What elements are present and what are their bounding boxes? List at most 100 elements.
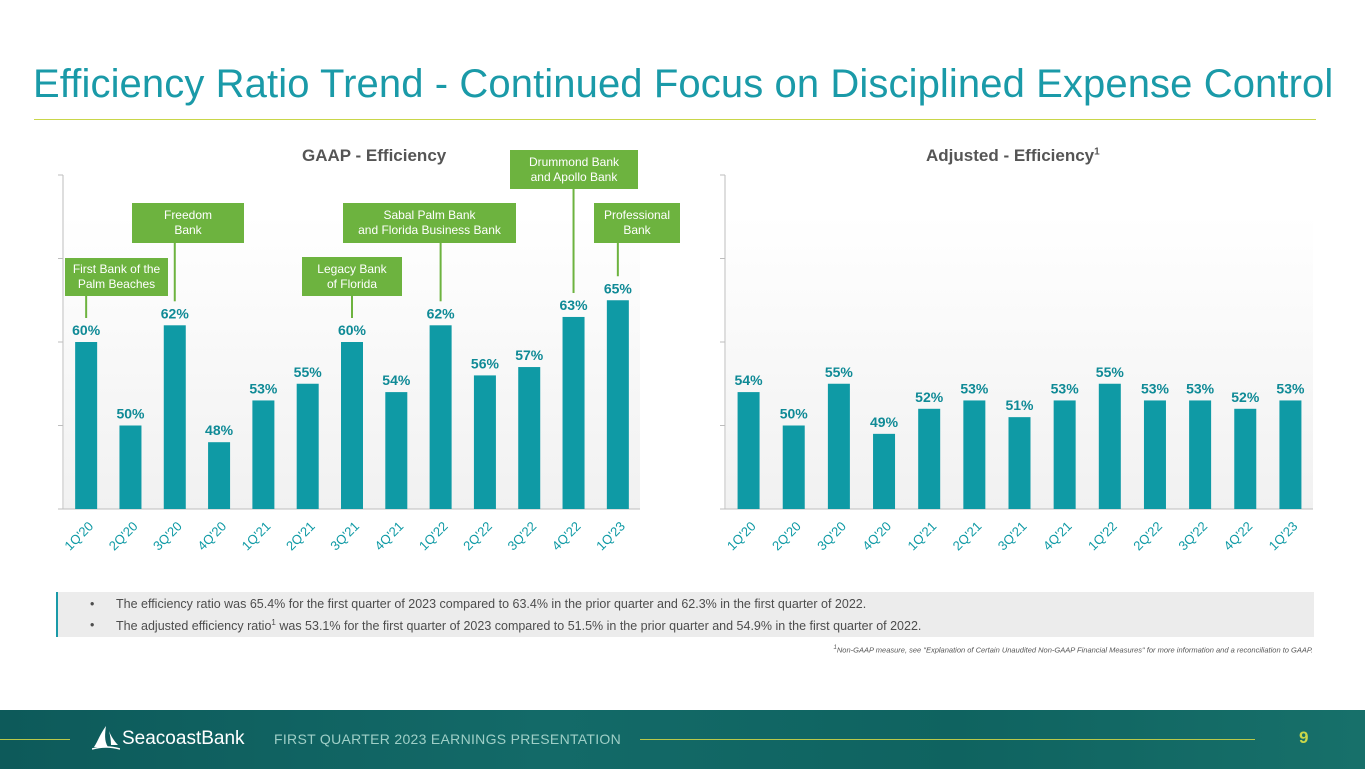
acquisition-label-line: Bank	[623, 223, 651, 237]
adjusted-data-label: 53%	[1051, 380, 1080, 396]
adjusted-data-label: 52%	[1231, 389, 1260, 405]
gaap-data-label: 65%	[604, 280, 633, 296]
adjusted-chart-title-text: Adjusted - Efficiency	[926, 146, 1095, 165]
gaap-category-label: 3Q'22	[504, 519, 539, 554]
gaap-data-label: 50%	[116, 406, 145, 422]
efficiency-charts: 60% 1Q'20 50% 2Q'20 62% 3Q'20 48% 4Q'20 53% 1Q'21…	[58, 174, 1313, 554]
acquisition-label: Freedom Bank	[132, 203, 244, 243]
gaap-category-label: 1Q'21	[239, 519, 274, 554]
commentary-text: The efficiency ratio was 65.4% for the f…	[116, 597, 867, 611]
gaap-category-label: 2Q'21	[283, 519, 318, 554]
adjusted-category-label: 1Q'20	[724, 519, 759, 554]
gaap-category-label: 1Q'22	[416, 519, 451, 554]
adjusted-bar	[1053, 400, 1076, 509]
adjusted-data-label: 50%	[780, 406, 809, 422]
adjusted-bar	[737, 392, 760, 509]
adjusted-category-label: 2Q'22	[1130, 519, 1165, 554]
gaap-bar	[562, 316, 585, 509]
gaap-data-label: 55%	[294, 364, 323, 380]
gaap-data-label: 60%	[72, 322, 101, 338]
adjusted-data-label: 54%	[735, 372, 764, 388]
gaap-data-label: 62%	[161, 305, 190, 321]
gaap-data-label: 48%	[205, 422, 234, 438]
commentary-text: The adjusted efficiency ratio1 was 53.1%…	[116, 618, 921, 633]
adjusted-bar	[1234, 408, 1257, 509]
adjusted-data-label: 55%	[825, 364, 854, 380]
adjusted-category-label: 1Q'23	[1266, 519, 1301, 554]
brand-name: SeacoastBank	[122, 728, 245, 749]
bullet-marker: •	[90, 597, 95, 611]
gaap-data-label: 62%	[427, 305, 456, 321]
footer-rule-left	[0, 739, 70, 740]
sail-logo-icon	[91, 726, 121, 750]
gaap-category-label: 1Q'23	[593, 519, 628, 554]
adjusted-data-label: 53%	[1141, 380, 1170, 396]
commentary-text-start: The adjusted efficiency ratio	[116, 619, 272, 634]
gaap-category-label: 2Q'20	[106, 519, 141, 554]
adjusted-category-label: 1Q'21	[904, 519, 939, 554]
acquisition-label-text: Professional Bank	[604, 208, 670, 238]
adjusted-category-label: 3Q'22	[1175, 519, 1210, 554]
adjusted-bar	[918, 408, 941, 509]
gaap-chart-title: GAAP - Efficiency	[302, 146, 447, 165]
adjusted-category-label: 4Q'20	[859, 519, 894, 554]
gaap-bar	[75, 342, 98, 509]
adjusted-data-label: 52%	[915, 389, 944, 405]
acquisition-label: First Bank of the Palm Beaches	[65, 258, 168, 296]
adjusted-category-label: 3Q'21	[995, 519, 1030, 554]
adjusted-data-label: 53%	[1276, 380, 1305, 396]
gaap-bar	[252, 400, 275, 509]
adjusted-chart-title: Adjusted - Efficiency1	[926, 146, 1100, 166]
gaap-data-label: 56%	[471, 355, 500, 371]
gaap-data-label: 54%	[382, 372, 411, 388]
gaap-bar	[296, 383, 319, 509]
gaap-category-label: 4Q'22	[549, 519, 584, 554]
gaap-category-label: 3Q'21	[327, 519, 362, 554]
seacoast-logo: SeacoastBank	[91, 725, 245, 757]
adjusted-bar	[1098, 383, 1121, 509]
gaap-bar	[606, 300, 629, 509]
gaap-bar	[163, 325, 186, 509]
acquisition-label: Sabal Palm Bank and Florida Business Bank	[343, 203, 516, 243]
title-divider	[34, 119, 1316, 120]
gaap-bar	[119, 425, 142, 509]
commentary-superscript: 1	[271, 618, 276, 627]
gaap-bar	[341, 342, 363, 509]
gaap-category-label: 4Q'21	[372, 519, 407, 554]
adjusted-data-label: 53%	[960, 380, 989, 396]
acquisition-label-text: Sabal Palm Bank and Florida Business Bank	[358, 208, 501, 238]
gaap-bar	[208, 442, 231, 509]
acquisition-label-line: Legacy Bank	[317, 261, 387, 276]
adjusted-data-label: 55%	[1096, 364, 1125, 380]
acquisition-label-line: Bank	[174, 223, 202, 237]
gaap-bar	[429, 325, 452, 509]
footer-rule-right	[640, 739, 1255, 740]
acquisition-label-line: Professional	[603, 208, 671, 222]
acquisition-label-line: Sabal Palm Bank	[383, 208, 476, 222]
acquisition-label-line: Freedom	[163, 208, 213, 222]
gaap-bar	[385, 392, 408, 509]
acquisition-label-line: of Florida	[326, 276, 377, 291]
gaap-data-label: 53%	[249, 380, 278, 396]
adjusted-bar	[1279, 400, 1302, 509]
adjusted-category-label: 4Q'21	[1040, 519, 1075, 554]
acquisition-label-line: Drummond Bank	[528, 154, 620, 169]
adjusted-data-label: 49%	[870, 414, 899, 430]
slide-title: Efficiency Ratio Trend - Continued Focus…	[33, 62, 1334, 106]
adjusted-bar	[1143, 400, 1166, 509]
adjusted-bar	[1008, 417, 1031, 509]
gaap-category-label: 1Q'20	[61, 519, 96, 554]
acquisition-label-text: Freedom Bank	[164, 208, 212, 238]
acquisition-label-line: and Apollo Bank	[530, 169, 618, 184]
commentary-box: • The efficiency ratio was 65.4% for the…	[56, 592, 1314, 637]
gaap-bar	[518, 367, 541, 509]
adjusted-category-label: 1Q'22	[1085, 519, 1120, 554]
adjusted-category-label: 2Q'21	[950, 519, 985, 554]
gaap-category-label: 3Q'20	[150, 519, 185, 554]
acquisition-label-text: Legacy Bank of Florida	[317, 262, 386, 292]
footer-bar: SeacoastBank FIRST QUARTER 2023 EARNINGS…	[0, 710, 1365, 769]
acquisition-label-line: First Bank of the	[72, 262, 161, 276]
adjusted-bar	[827, 383, 850, 509]
gaap-bar	[473, 375, 496, 509]
acquisition-label: Drummond Bank and Apollo Bank	[510, 150, 638, 189]
